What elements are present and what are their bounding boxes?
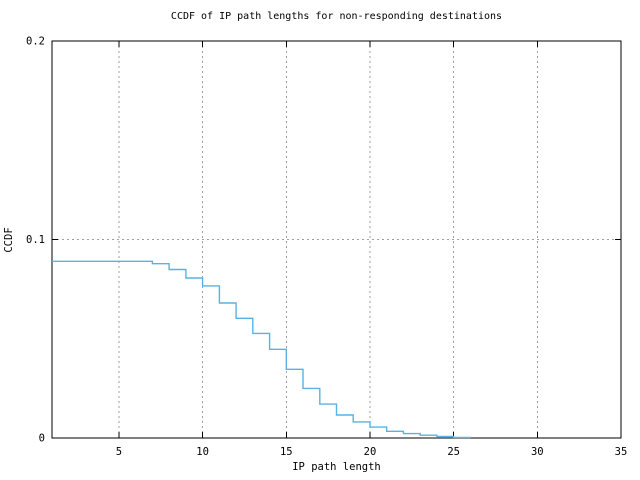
y-tick-label: 0 bbox=[39, 433, 45, 445]
x-tick-label: 15 bbox=[280, 446, 293, 458]
x-tick-label: 20 bbox=[364, 446, 377, 458]
chart-title: CCDF of IP path lengths for non-respondi… bbox=[170, 11, 503, 22]
x-tick-label: 10 bbox=[196, 446, 209, 458]
x-tick-label: 5 bbox=[116, 446, 122, 458]
x-tick-label: 35 bbox=[615, 446, 628, 458]
y-tick-label: 0.1 bbox=[26, 234, 45, 246]
y-tick-label: 0.2 bbox=[26, 36, 45, 48]
ccdf-step-curve bbox=[52, 260, 472, 439]
x-tick-label: 30 bbox=[531, 446, 544, 458]
x-axis-label: IP path length bbox=[292, 461, 381, 473]
x-tick-label: 25 bbox=[447, 446, 460, 458]
